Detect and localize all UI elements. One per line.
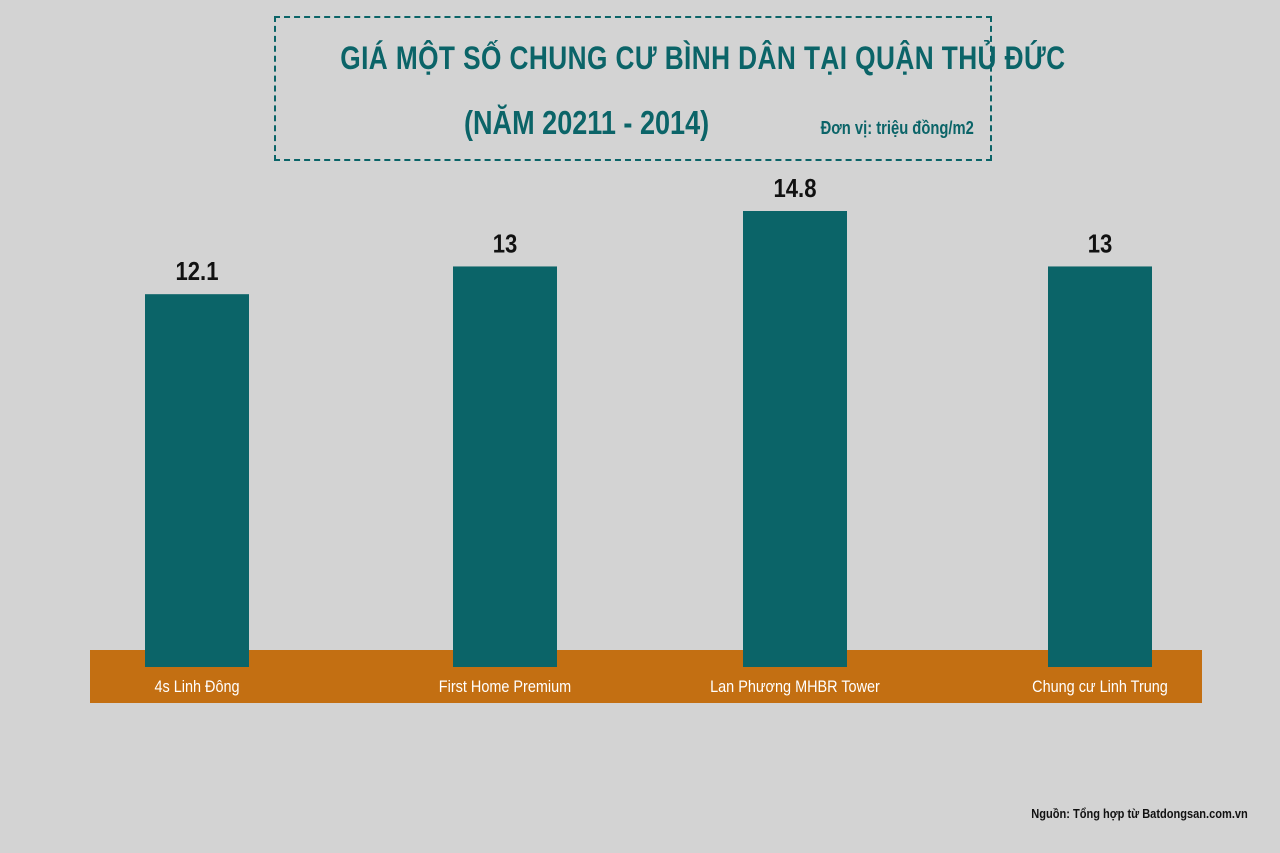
- bar-2: [743, 211, 847, 667]
- baseline-band: [90, 650, 1202, 703]
- bar-0: [145, 294, 249, 667]
- source-note: Nguồn: Tổng hợp từ Batdongsan.com.vn: [1031, 806, 1248, 821]
- category-label-1: First Home Premium: [439, 678, 571, 696]
- value-label-0: 12.1: [176, 258, 219, 287]
- category-label-3: Chung cư Linh Trung: [1032, 678, 1168, 696]
- category-label-0: 4s Linh Đông: [154, 678, 239, 696]
- value-label-2: 14.8: [774, 174, 817, 203]
- unit-label: Đơn vị: triệu đồng/m2: [820, 118, 974, 138]
- category-label-2: Lan Phương MHBR Tower: [710, 678, 880, 696]
- value-label-1: 13: [493, 230, 518, 259]
- bar-3: [1048, 266, 1152, 667]
- value-label-3: 13: [1088, 230, 1113, 259]
- chart-subtitle: (NĂM 20211 - 2014): [464, 104, 710, 141]
- title-box: GIÁ MỘT SỐ CHUNG CƯ BÌNH DÂN TẠI QUẬN TH…: [274, 16, 1065, 161]
- bar-1: [453, 266, 557, 667]
